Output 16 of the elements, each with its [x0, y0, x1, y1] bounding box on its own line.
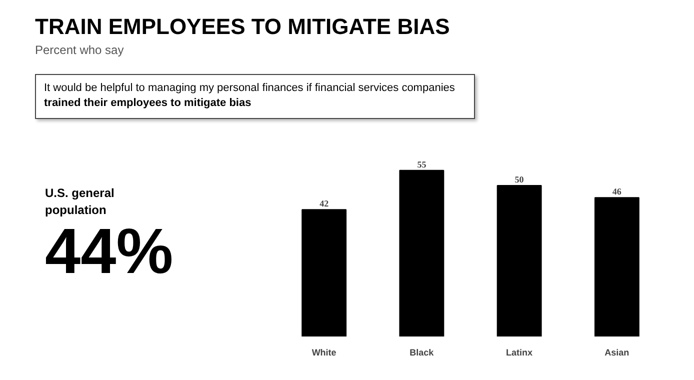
x-tick-label: Black [410, 348, 435, 358]
x-tick-label: Asian [604, 348, 630, 358]
x-tick-label: White [312, 348, 336, 358]
text: It would be helpful to managing my personal finances if financial services companies [44, 82, 455, 94]
data-label: 42 [320, 198, 330, 209]
bar [594, 197, 640, 336]
text: Percent who say [35, 42, 125, 60]
x-tick-label: Latinx [506, 348, 533, 358]
bar [496, 185, 542, 336]
text: trained their employees to mitigate bias [44, 97, 252, 110]
bar [399, 170, 444, 336]
data-label: 46 [612, 186, 622, 197]
chart-title: TRAIN EMPLOYEES TO MITIGATE BIAS [35, 13, 451, 41]
data-label: 50 [514, 174, 524, 185]
bar [302, 209, 347, 336]
data-label: 55 [417, 159, 427, 170]
